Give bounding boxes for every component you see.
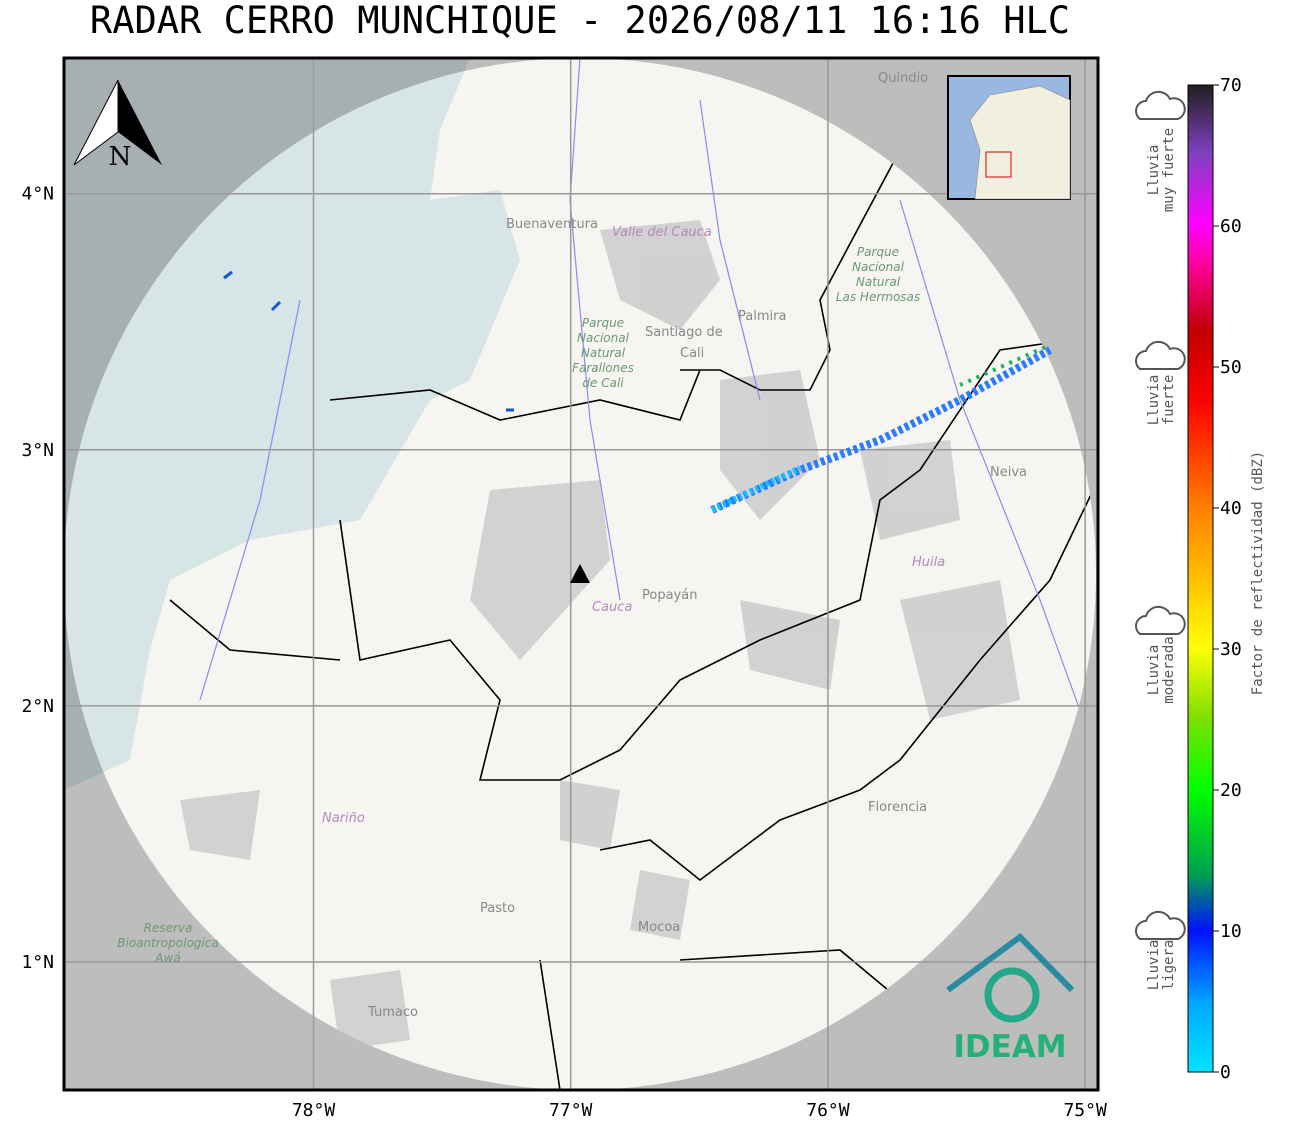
park-label: Bioantropologica — [117, 936, 218, 950]
ideam-logo: IDEAM — [946, 933, 1075, 1065]
place-label: Pasto — [480, 901, 515, 916]
municipalities — [180, 220, 1020, 1050]
park-label: Natural — [856, 275, 901, 289]
park-label: Awá — [154, 951, 180, 965]
north-arrow: N — [73, 79, 162, 172]
park-label: Las Hermosas — [836, 290, 920, 304]
title: RADAR CERRO MUNCHIQUE - 2026/08/11 16:16… — [90, 0, 1070, 42]
lon-tick-label: 77°W — [549, 1100, 593, 1121]
legend-label: Lluvia — [1146, 645, 1162, 696]
place-label: Santiago de — [645, 325, 723, 340]
lon-tick-label: 75°W — [1063, 1100, 1107, 1121]
lat-tick-label: 3°N — [21, 440, 54, 461]
place-label: Quindío — [878, 71, 928, 86]
lat-tick-label: 1°N — [21, 952, 54, 973]
park-label: Natural — [581, 346, 626, 360]
legend-item: Lluvia ligera — [1135, 910, 1186, 991]
logo-text: IDEAM — [953, 1029, 1066, 1065]
lon-tick-label: 76°W — [806, 1100, 850, 1121]
legend-label: ligera — [1161, 940, 1177, 991]
legend-label: Lluvia — [1146, 145, 1162, 196]
echo-band — [959, 343, 1051, 387]
park-label: Farallones — [572, 361, 634, 375]
place-label: Tumaco — [367, 1005, 418, 1020]
department-label: Valle del Cauca — [612, 225, 712, 240]
legend-item: Lluvia fuerte — [1135, 340, 1186, 426]
colorbar-tick-label: 40 — [1220, 498, 1242, 519]
park-label: Parque — [857, 245, 899, 259]
boundaries — [169, 58, 1096, 1090]
colorbar — [1187, 84, 1214, 1073]
lat-tick-label: 4°N — [21, 184, 54, 205]
legend-label: fuerte — [1161, 375, 1177, 426]
place-label: Florencia — [868, 800, 927, 815]
park-label: Nacional — [852, 260, 905, 274]
department-label: Nariño — [322, 811, 365, 826]
place-label: Popayán — [642, 588, 697, 603]
echo — [223, 270, 514, 412]
legend-item: Lluvia muy fuerte — [1135, 90, 1186, 212]
rain-icon — [1135, 910, 1186, 940]
inset-map — [947, 75, 1071, 200]
lat-tick-label: 2°N — [21, 696, 54, 717]
place-label: Cali — [680, 346, 704, 361]
legend-label: muy fuerte — [1161, 128, 1177, 212]
legend-item: Lluvia moderada — [1135, 605, 1186, 704]
place-label: Mocoa — [638, 920, 680, 935]
radar-site — [570, 564, 590, 583]
echo-band — [710, 465, 802, 513]
lon-tick-label: 78°W — [292, 1100, 336, 1121]
rivers — [199, 58, 1096, 761]
colorbar-tick-label: 50 — [1220, 357, 1242, 378]
department-label: Huila — [912, 555, 945, 570]
legend-label: Lluvia — [1146, 375, 1162, 426]
colorbar-tick-label: 60 — [1220, 216, 1242, 237]
radar-echoes — [223, 270, 1052, 514]
rain-icon — [1135, 340, 1186, 370]
colorbar-tick-label: 10 — [1220, 921, 1242, 942]
colorbar-label: Factor de reflectividad (dBZ) — [1250, 451, 1266, 695]
rain-icon — [1135, 90, 1186, 120]
colorbar-tick-label: 0 — [1220, 1062, 1231, 1083]
map: Buenaventura Palmira Santiago de Cali Ne… — [64, 58, 1098, 1090]
park-label: de Cali — [582, 376, 624, 390]
department-label: Cauca — [592, 600, 632, 615]
legend-label: moderada — [1161, 636, 1177, 703]
rain-icon — [1135, 605, 1186, 635]
park-label: Nacional — [577, 331, 630, 345]
colorbar-tick-label: 70 — [1220, 75, 1242, 96]
north-label: N — [109, 142, 132, 172]
map-frame — [62, 56, 1100, 1092]
echo-band — [710, 346, 1052, 514]
place-label: Neiva — [990, 465, 1027, 480]
legend-label: Lluvia — [1146, 940, 1162, 991]
colorbar-tick-label: 20 — [1220, 780, 1242, 801]
park-label: Parque — [582, 316, 624, 330]
colorbar-tick-label: 30 — [1220, 639, 1242, 660]
park-label: Reserva — [144, 921, 193, 935]
place-label: Buenaventura — [506, 217, 598, 232]
place-label: Palmira — [738, 309, 786, 324]
